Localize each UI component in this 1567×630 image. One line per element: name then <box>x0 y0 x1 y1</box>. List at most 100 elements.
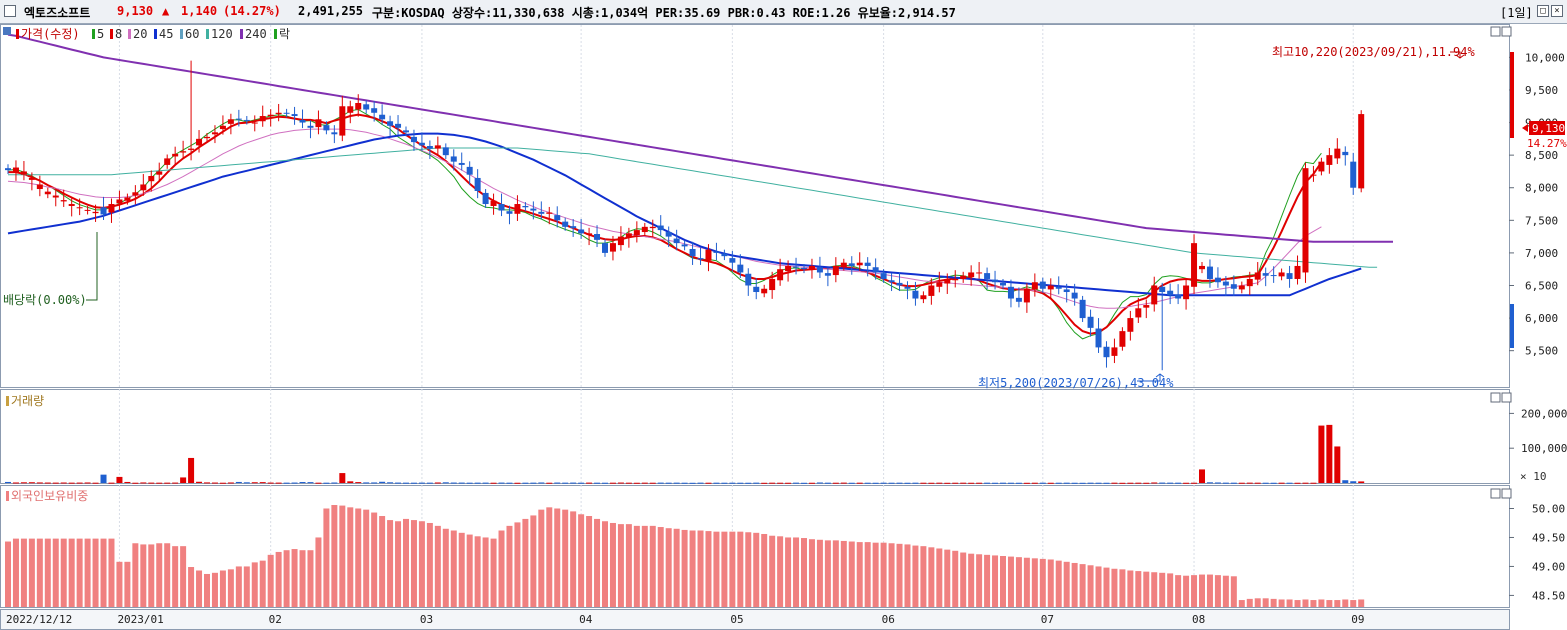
panel-maximize-icon[interactable] <box>1490 392 1501 403</box>
stock-fundamentals: 구분:KOSDAQ 상장수:11,330,638 시총:1,034억 PER:3… <box>372 6 956 20</box>
foreign-ratio-bar <box>20 538 27 607</box>
foreign-ratio-bar <box>418 521 425 607</box>
candle <box>227 113 234 135</box>
foreign-ratio-bar <box>602 521 608 607</box>
candle <box>633 221 640 243</box>
foreign-ratio-bar <box>554 508 561 607</box>
period-selector[interactable]: [1일] <box>1500 6 1533 20</box>
price-panel-controls[interactable] <box>1490 26 1512 499</box>
volume-bar <box>148 482 155 484</box>
stock-name: 엑토즈소프트 <box>24 6 91 20</box>
candle-body <box>578 229 585 234</box>
foreign-panel-frame <box>0 485 1510 608</box>
foreign-ratio-bar <box>450 530 457 607</box>
volume-bar <box>1071 482 1078 484</box>
candle-body <box>124 197 131 201</box>
candle <box>410 129 417 151</box>
window-restore-icon[interactable]: □ <box>1537 5 1549 17</box>
legend-label: 60 <box>185 27 199 41</box>
candle-body <box>1119 331 1126 347</box>
volume-panel-title: 거래량 <box>11 394 44 408</box>
foreign-ratio-bar <box>928 547 935 607</box>
stock-info-bar: 엑토즈소프트 9,130 ▲ 1,140 (14.27%) 2,491,255 … <box>0 0 1567 24</box>
candle <box>331 125 338 144</box>
foreign-ratio-bar <box>665 528 672 607</box>
foreign-ratio-bar <box>124 561 131 607</box>
panel-close-icon[interactable] <box>1501 392 1512 403</box>
foreign-ratio-bar <box>808 539 815 607</box>
candle <box>745 268 752 296</box>
candle <box>1230 275 1237 296</box>
foreign-ratio-bar <box>291 549 298 607</box>
candle <box>689 241 696 265</box>
panel-close-icon[interactable] <box>1501 26 1512 37</box>
candle-body <box>156 171 163 175</box>
volume-bar <box>1151 482 1158 484</box>
candle <box>920 291 927 304</box>
volume-bar <box>737 482 744 484</box>
candle <box>1310 165 1317 182</box>
price-tick-label: 8,500 <box>1525 149 1558 162</box>
candle-body <box>1000 282 1006 286</box>
candle-body <box>36 184 43 190</box>
candle <box>801 263 807 274</box>
volume-bar <box>689 482 696 484</box>
foreign-ratio-bar <box>729 531 736 607</box>
candle-body <box>705 249 712 261</box>
candle <box>1143 299 1150 319</box>
foreign-ratio-bar <box>331 505 338 607</box>
volume-bar <box>363 482 370 484</box>
foreign-ratio-bar <box>538 509 545 607</box>
volume-bar <box>578 482 585 484</box>
volume-bars <box>5 424 1365 484</box>
legend-label: 240 <box>245 27 267 41</box>
foreign-ratio-bar <box>307 550 314 607</box>
window-close-icon[interactable]: × <box>1551 5 1563 17</box>
stock-chart[interactable]: 2022/12/12 2023/01 02 03 04 05 06 07 08 09 10,000 9… <box>0 24 1567 630</box>
volume-bar <box>872 482 879 484</box>
foreign-ratio-bar <box>68 538 75 607</box>
candle-body <box>1095 328 1102 348</box>
volume-bar <box>936 482 943 484</box>
price-change-pct: (14.27%) <box>223 4 281 18</box>
checkbox-icon[interactable] <box>4 5 16 17</box>
candle <box>1167 283 1174 305</box>
candle <box>211 125 218 144</box>
volume-bar <box>323 482 330 484</box>
candle <box>538 201 545 220</box>
foreign-ratio-bar <box>140 544 147 607</box>
candle <box>482 189 489 208</box>
candle <box>928 278 935 305</box>
volume-bar <box>824 482 831 484</box>
volume-bar <box>1230 482 1237 484</box>
candle-body <box>1238 285 1245 290</box>
candle-body <box>944 278 951 284</box>
candle-body <box>44 191 51 195</box>
volume-bar <box>442 482 449 484</box>
candle-body <box>1039 281 1046 289</box>
candle-body <box>1007 286 1014 299</box>
foreign-ratio-bar <box>363 509 370 607</box>
candle <box>60 189 67 207</box>
candle <box>291 106 298 125</box>
foreign-ratio-bar <box>641 525 648 607</box>
foreign-ratio-bar <box>458 532 465 607</box>
candle <box>864 257 871 277</box>
candle <box>180 140 187 159</box>
panel-close-icon[interactable] <box>1501 488 1512 499</box>
volume-bar <box>856 482 863 484</box>
price-legend: 가격(수정) 5 8 20 45 60 120 240 락 <box>16 27 290 41</box>
panel-maximize-icon[interactable] <box>1490 488 1501 499</box>
foreign-ratio-bar <box>1063 561 1070 607</box>
candle <box>840 258 847 271</box>
candle-body <box>1302 168 1309 273</box>
candle <box>323 121 330 135</box>
volume-bar <box>1039 482 1046 484</box>
volume-bar <box>1000 482 1006 484</box>
candle-body <box>1222 281 1229 286</box>
foreign-ratio-bar <box>880 542 887 607</box>
panel-maximize-icon[interactable] <box>1490 26 1501 37</box>
volume-bar <box>514 482 521 484</box>
candle <box>896 272 903 292</box>
candle <box>1326 147 1333 174</box>
